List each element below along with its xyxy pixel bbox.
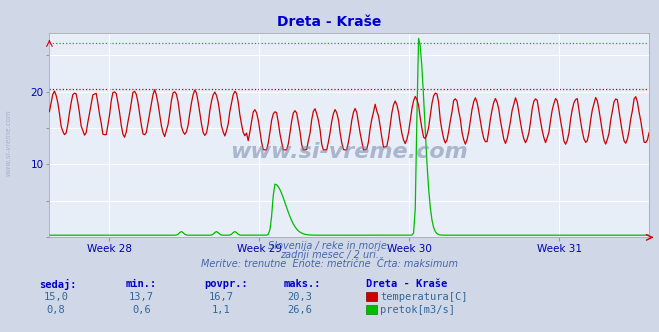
Text: Dreta - Kraše: Dreta - Kraše xyxy=(277,15,382,29)
Text: 13,7: 13,7 xyxy=(129,292,154,302)
Text: Dreta - Kraše: Dreta - Kraše xyxy=(366,279,447,289)
Text: temperatura[C]: temperatura[C] xyxy=(380,292,468,302)
Text: 0,8: 0,8 xyxy=(47,305,65,315)
Text: Meritve: trenutne  Enote: metrične  Črta: maksimum: Meritve: trenutne Enote: metrične Črta: … xyxy=(201,259,458,269)
Text: 15,0: 15,0 xyxy=(43,292,69,302)
Text: 20,3: 20,3 xyxy=(287,292,312,302)
Text: www.si-vreme.com: www.si-vreme.com xyxy=(231,142,468,162)
Text: www.si-vreme.com: www.si-vreme.com xyxy=(5,109,11,176)
Text: povpr.:: povpr.: xyxy=(204,279,248,289)
Text: 26,6: 26,6 xyxy=(287,305,312,315)
Text: zadnji mesec / 2 uri.: zadnji mesec / 2 uri. xyxy=(280,250,379,260)
Text: min.:: min.: xyxy=(125,279,156,289)
Text: pretok[m3/s]: pretok[m3/s] xyxy=(380,305,455,315)
Text: 16,7: 16,7 xyxy=(208,292,233,302)
Text: Slovenija / reke in morje.: Slovenija / reke in morje. xyxy=(268,241,391,251)
Text: maks.:: maks.: xyxy=(283,279,321,289)
Text: sedaj:: sedaj: xyxy=(40,279,77,290)
Text: 0,6: 0,6 xyxy=(132,305,151,315)
Text: 1,1: 1,1 xyxy=(212,305,230,315)
